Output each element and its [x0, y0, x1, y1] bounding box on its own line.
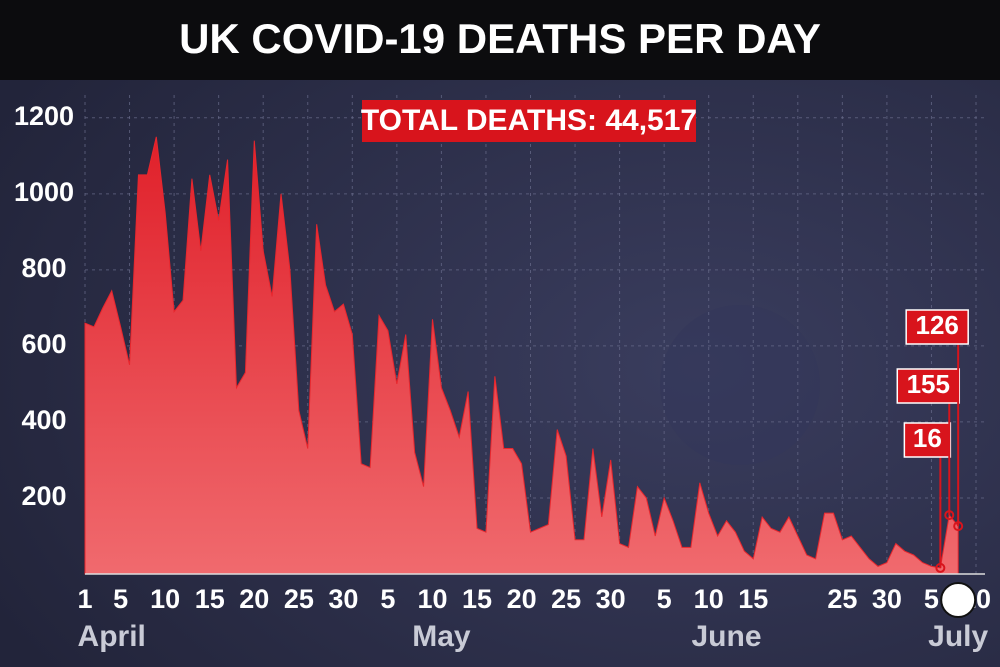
x-tick-label: 30 — [872, 584, 902, 614]
data-label: 16 — [913, 423, 942, 453]
annotation-box — [362, 100, 696, 142]
annotation: TOTAL DEATHS: 44,517 — [361, 104, 697, 137]
callout-box — [905, 309, 969, 345]
month-label: April — [78, 620, 146, 653]
title-band — [0, 0, 1000, 80]
x-tick-label: 15 — [195, 584, 225, 614]
x-tick-label: 20 — [507, 584, 537, 614]
data-point — [953, 521, 964, 532]
month-label: May — [412, 620, 471, 653]
area — [84, 136, 959, 575]
month-label: June — [692, 620, 762, 653]
data-label: 155 — [907, 369, 950, 399]
x-tick-label: 15 — [462, 584, 492, 614]
date-highlight — [940, 582, 977, 618]
x-tick-label: 15 — [738, 584, 768, 614]
data-point — [935, 562, 946, 573]
x-tick-label: 10 — [694, 584, 724, 614]
y-tick-label: 600 — [21, 329, 66, 359]
virus-decoration — [660, 305, 820, 465]
x-tick-label: 25 — [284, 584, 314, 614]
data-point — [944, 510, 955, 521]
callout-box — [903, 422, 952, 458]
x-tick-label: 5 — [657, 584, 672, 614]
y-tick-label: 1000 — [14, 177, 74, 207]
x-tick-label: 1 — [77, 584, 92, 614]
y-tick-label: 200 — [21, 481, 66, 511]
x-tick-label: 30 — [328, 584, 358, 614]
month-label: July — [928, 620, 988, 653]
y-tick-label: 1200 — [14, 101, 74, 131]
x-tick-label: 20 — [239, 584, 269, 614]
chart-title: UK COVID-19 DEATHS PER DAY — [179, 15, 821, 62]
data-label: 126 — [915, 310, 958, 340]
x-tick-label: 5 — [924, 584, 939, 614]
x-tick-label: 5 — [113, 584, 128, 614]
x-tick-label: 10 — [417, 584, 447, 614]
x-tick-label: 5 — [380, 584, 395, 614]
x-tick-label: 8 — [951, 584, 966, 614]
y-tick-label: 400 — [21, 405, 66, 435]
y-tick-label: 800 — [21, 253, 66, 283]
callout-box — [896, 368, 961, 404]
x-tick-label: 25 — [827, 584, 857, 614]
x-tick-label: 25 — [551, 584, 581, 614]
x-tick-label: 30 — [596, 584, 626, 614]
x-tick-label: 10 — [150, 584, 180, 614]
